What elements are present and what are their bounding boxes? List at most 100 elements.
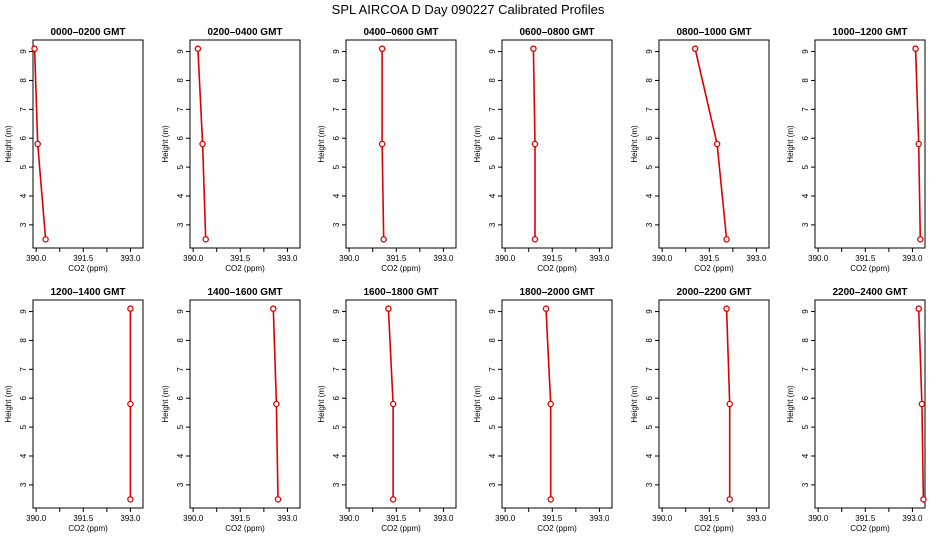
y-tick-label: 6: [176, 395, 185, 400]
y-tick-label: 4: [488, 453, 497, 458]
profile-panel: 1600–1800 GMT 390.0 391.5 393.0 3 4 5 6 7 8 9 CO2 (…: [317, 287, 457, 533]
y-tick-label: 9: [176, 49, 185, 54]
y-axis-label: Height (m): [630, 385, 639, 423]
profile-point: [723, 305, 730, 312]
y-tick-label: 4: [488, 193, 497, 198]
y-tick-label: 6: [332, 395, 341, 400]
x-tick-label: 391.5: [855, 514, 876, 523]
profile-point: [547, 496, 554, 503]
y-tick-label: 7: [176, 367, 185, 372]
y-tick-label: 3: [332, 482, 341, 487]
profile-panel: 2200–2400 GMT 390.0 391.5 393.0 3 4 5 6 7 8 9 CO2 (…: [786, 287, 927, 533]
x-tick-label: 390.0: [26, 514, 47, 523]
profile-point: [378, 45, 386, 52]
y-axis-label: Height (m): [4, 125, 13, 163]
plot-frame: [189, 299, 301, 509]
y-tick-label: 3: [176, 482, 185, 487]
y-tick-label: 4: [19, 193, 28, 198]
profile-point: [380, 236, 387, 243]
profile-panel: 1200–1400 GMT 390.0 391.5 393.0 3 4 5 6 7 8 9 CO2 (…: [4, 287, 144, 533]
y-tick-label: 9: [645, 309, 654, 314]
x-axis-label: CO2 (ppm): [68, 524, 108, 533]
y-tick-label: 6: [645, 395, 654, 400]
y-tick-label: 5: [645, 424, 654, 429]
panel-title: 1400–1600 GMT: [207, 287, 282, 298]
y-tick-label: 8: [19, 78, 28, 83]
y-tick-label: 9: [801, 49, 810, 54]
y-tick-label: 4: [645, 193, 654, 198]
x-axis-label: CO2 (ppm): [694, 524, 734, 533]
y-tick-label: 4: [176, 453, 185, 458]
profile-point: [918, 400, 926, 408]
y-tick-label: 6: [801, 135, 810, 140]
y-tick-label: 3: [488, 222, 497, 227]
y-tick-label: 8: [645, 338, 654, 343]
x-tick-label: 391.5: [542, 514, 563, 523]
profile-point: [547, 400, 554, 408]
y-axis-label: Height (m): [786, 125, 795, 163]
y-tick-label: 4: [332, 193, 341, 198]
y-tick-label: 7: [332, 107, 341, 112]
panel-title: 2200–2400 GMT: [832, 287, 907, 298]
x-tick-label: 393.0: [746, 254, 767, 263]
y-tick-label: 7: [801, 107, 810, 112]
profile-point: [531, 140, 539, 148]
x-axis-label: CO2 (ppm): [381, 264, 421, 273]
plot-frame: [345, 299, 457, 509]
y-axis-label: Height (m): [473, 385, 482, 423]
y-tick-label: 5: [801, 424, 810, 429]
panel-title: 0800–1000 GMT: [676, 27, 751, 38]
panel-title: 1000–1200 GMT: [832, 27, 907, 38]
y-tick-label: 7: [488, 107, 497, 112]
y-tick-label: 3: [488, 482, 497, 487]
x-tick-label: 390.0: [495, 514, 516, 523]
profile-panel: 2000–2200 GMT 390.0 391.5 393.0 3 4 5 6 7 8 9 CO2 (…: [630, 287, 770, 533]
profile-panel: 0400–0600 GMT 390.0 391.5 393.0 3 4 5 6 7 8 9 CO2 (…: [317, 27, 457, 273]
panel-title: 1200–1400 GMT: [50, 287, 125, 298]
x-axis-label: CO2 (ppm): [850, 264, 890, 273]
y-tick-label: 5: [176, 424, 185, 429]
y-tick-label: 6: [801, 395, 810, 400]
x-tick-label: 390.0: [26, 254, 47, 263]
y-tick-label: 3: [645, 222, 654, 227]
profile-panel: 1800–2000 GMT 390.0 391.5 393.0 3 4 5 6 7 8 9 CO2 (…: [473, 287, 613, 533]
y-tick-label: 7: [488, 367, 497, 372]
plot-frame: [501, 39, 613, 249]
plot-frame: [658, 39, 770, 249]
y-tick-label: 3: [19, 222, 28, 227]
plot-frame: [189, 39, 301, 249]
y-tick-label: 5: [332, 424, 341, 429]
y-tick-label: 7: [645, 107, 654, 112]
x-tick-label: 390.0: [808, 254, 829, 263]
profile-panel: 0200–0400 GMT 390.0 391.5 393.0 3 4 5 6 7 8 9 CO2 (…: [161, 27, 301, 273]
x-tick-label: 390.0: [495, 254, 516, 263]
y-axis-label: Height (m): [161, 125, 170, 163]
profile-point: [726, 496, 733, 503]
x-tick-label: 393.0: [277, 254, 298, 263]
x-tick-label: 390.0: [339, 514, 360, 523]
profile-panel: 1400–1600 GMT 390.0 391.5 393.0 3 4 5 6 7 8 9 CO2 (…: [161, 287, 301, 533]
profile-point: [726, 400, 733, 408]
profile-panel: 0800–1000 GMT 390.0 391.5 393.0 3 4 5 6 7 8 9 CO2 (…: [630, 27, 770, 273]
y-tick-label: 6: [332, 135, 341, 140]
x-tick-label: 390.0: [652, 254, 673, 263]
y-axis-label: Height (m): [473, 125, 482, 163]
x-tick-label: 393.0: [902, 254, 923, 263]
y-axis-label: Height (m): [317, 125, 326, 163]
y-tick-label: 3: [645, 482, 654, 487]
panel-title: 1800–2000 GMT: [519, 287, 594, 298]
y-tick-label: 4: [19, 453, 28, 458]
x-axis-label: CO2 (ppm): [225, 264, 265, 273]
profile-point: [42, 236, 49, 243]
y-tick-label: 4: [801, 193, 810, 198]
panel-title: 0000–0200 GMT: [50, 27, 125, 38]
x-tick-label: 391.5: [855, 254, 876, 263]
y-tick-label: 7: [801, 367, 810, 372]
profile-point: [31, 45, 38, 52]
profile-point: [127, 496, 134, 503]
profile-point: [194, 45, 202, 52]
x-axis-label: CO2 (ppm): [381, 524, 421, 533]
profile-point: [202, 236, 209, 243]
y-tick-label: 7: [332, 367, 341, 372]
x-tick-label: 391.5: [73, 514, 94, 523]
